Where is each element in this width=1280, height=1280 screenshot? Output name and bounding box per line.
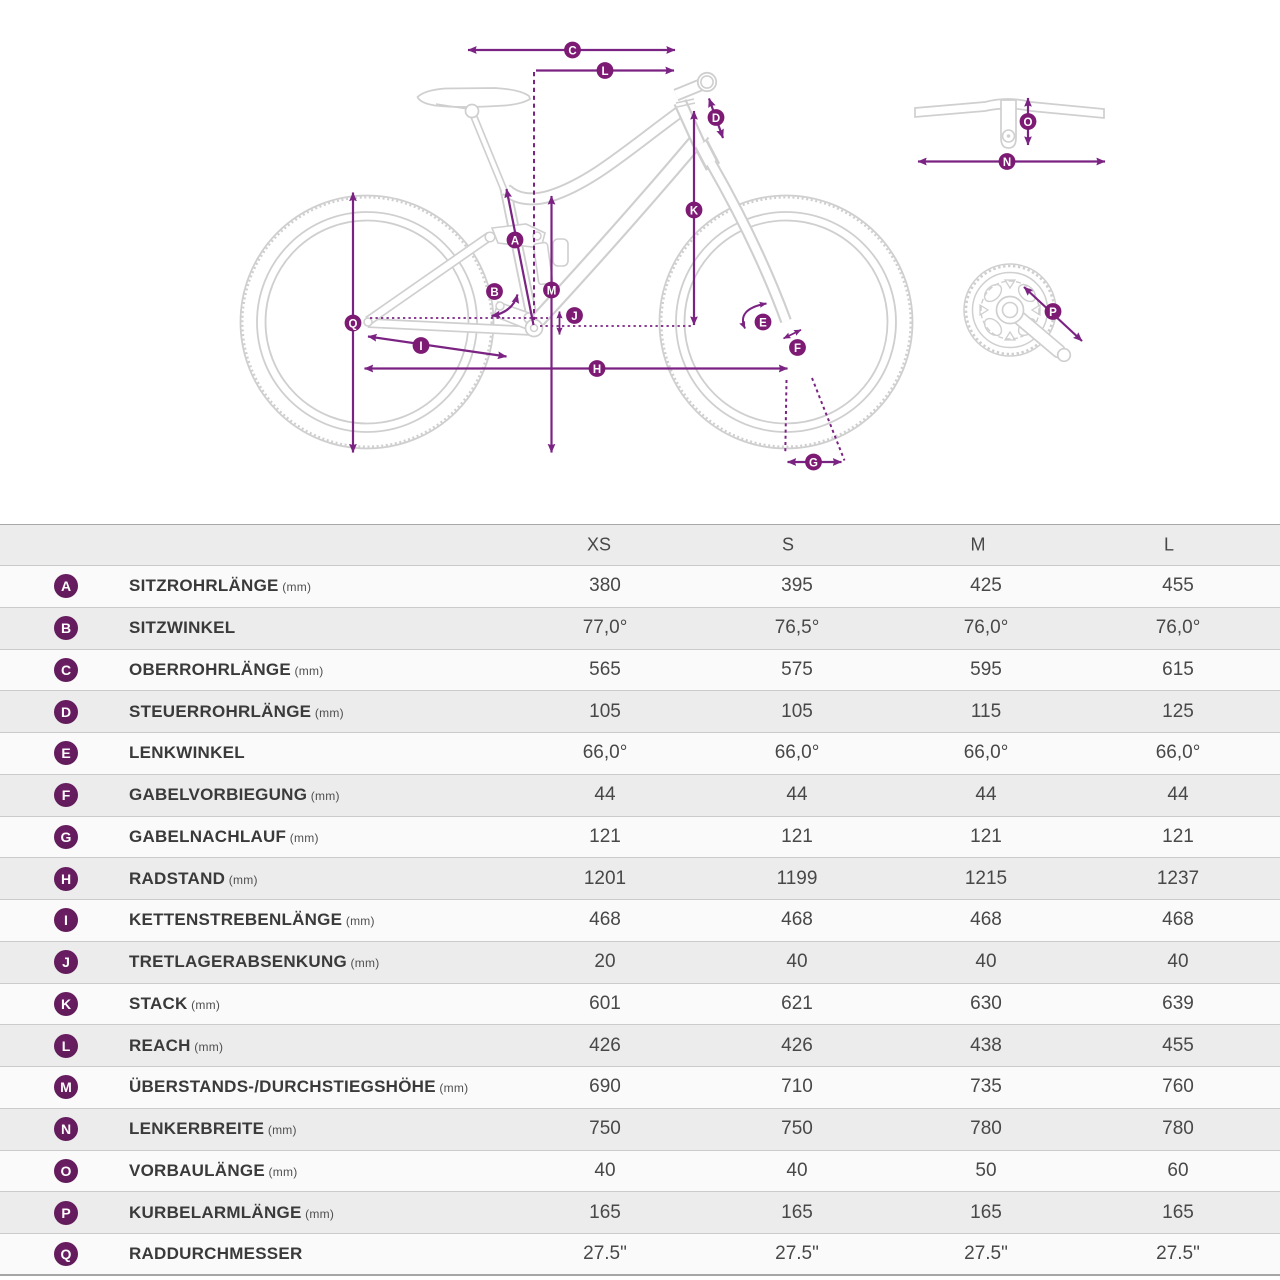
svg-text:G: G	[809, 457, 818, 469]
svg-text:J: J	[571, 311, 577, 323]
svg-text:E: E	[759, 317, 767, 329]
svg-text:Q: Q	[349, 318, 358, 330]
svg-text:B: B	[490, 287, 498, 299]
svg-text:M: M	[547, 285, 557, 297]
svg-text:K: K	[690, 205, 699, 217]
svg-text:F: F	[794, 343, 801, 355]
svg-text:L: L	[601, 66, 608, 78]
svg-text:H: H	[593, 364, 601, 376]
svg-text:D: D	[712, 113, 720, 125]
svg-text:N: N	[1003, 157, 1011, 169]
svg-text:C: C	[568, 45, 576, 57]
svg-text:I: I	[419, 341, 422, 353]
svg-text:O: O	[1024, 117, 1033, 129]
svg-text:A: A	[511, 235, 519, 247]
svg-text:P: P	[1049, 307, 1057, 319]
